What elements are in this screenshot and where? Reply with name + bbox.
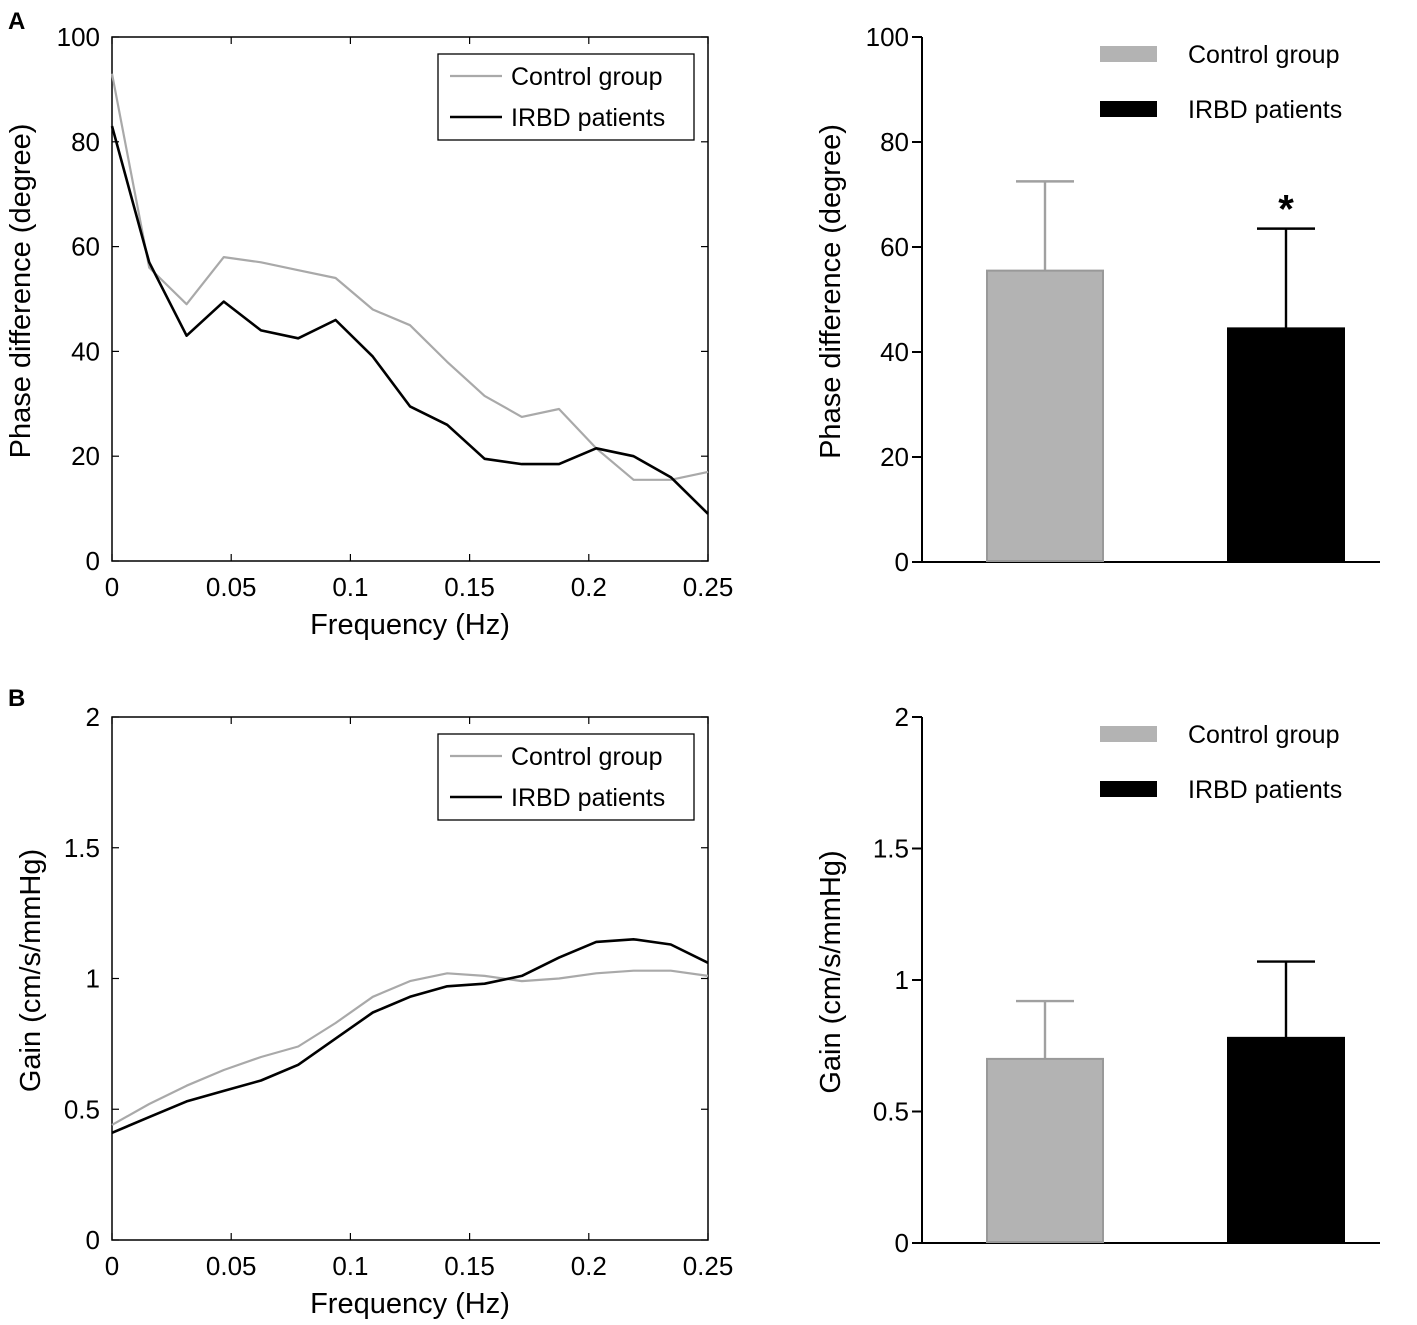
- legend-swatch: [1100, 46, 1157, 62]
- x-tick-label: 0.25: [683, 572, 734, 602]
- x-tick-label: 0.05: [206, 572, 257, 602]
- y-tick-label: 20: [880, 442, 909, 472]
- y-tick-label: 20: [71, 441, 100, 471]
- x-tick-label: 0.25: [683, 1251, 734, 1281]
- x-tick-label: 0.1: [332, 1251, 368, 1281]
- x-tick-label: 0: [105, 1251, 119, 1281]
- phase-bar-chart: 0 20 40 60 80 100 Phase difference (degree) * Co…: [815, 22, 1380, 577]
- bar-irbd-patients: [1227, 327, 1345, 562]
- legend-swatch: [1100, 726, 1157, 742]
- panel-label-a: A: [8, 8, 25, 35]
- y-tick-label: 60: [880, 232, 909, 262]
- x-tick-label: 0.2: [571, 572, 607, 602]
- legend-label: Control group: [1188, 721, 1339, 749]
- y-tick-label: 40: [880, 337, 909, 367]
- y-axis-label: Gain (cm/s/mmHg): [15, 849, 47, 1092]
- gain-line-chart: 0 0.05 0.1 0.15 0.2 0.25 0 0.5 1 1.5 2 Frequency (H…: [15, 702, 733, 1320]
- y-tick-label: 80: [880, 127, 909, 157]
- x-tick-label: 0.15: [444, 1251, 495, 1281]
- bar-control-group: [986, 269, 1104, 562]
- y-tick-label: 60: [71, 232, 100, 262]
- x-axis-label: Frequency (Hz): [310, 609, 510, 641]
- legend-swatch: [1100, 781, 1157, 797]
- y-tick-label: 40: [71, 336, 100, 366]
- series-line-irbd-patients: [110, 125, 709, 515]
- bar-irbd-patients: [1227, 1036, 1345, 1243]
- x-tick-label: 0.05: [206, 1251, 257, 1281]
- legend-label: IRBD patients: [1188, 776, 1342, 804]
- bar-control-group: [986, 1057, 1104, 1244]
- y-axis-label: Phase difference (degree): [815, 124, 847, 459]
- y-tick-label: 0: [895, 547, 909, 577]
- legend-label: Control group: [511, 63, 662, 91]
- y-tick-label: 0: [895, 1228, 909, 1258]
- y-tick-label: 0: [86, 546, 100, 576]
- series-line-control-group: [110, 73, 709, 481]
- legend-label: Control group: [511, 743, 662, 771]
- y-tick-label: 0.5: [873, 1097, 909, 1127]
- significance-marker: *: [1278, 188, 1294, 232]
- y-tick-label: 1.5: [64, 833, 100, 863]
- x-tick-label: 0.2: [571, 1251, 607, 1281]
- legend-label: IRBD patients: [511, 104, 665, 132]
- y-tick-label: 0: [86, 1225, 100, 1255]
- legend-box: [437, 733, 695, 821]
- series-line-control-group: [111, 969, 709, 1126]
- legend-swatch: [1100, 101, 1157, 117]
- y-tick-label: 100: [866, 22, 909, 52]
- plot-frame: [111, 36, 709, 562]
- y-axis-label: Phase difference (degree): [5, 124, 37, 459]
- x-tick-label: 0: [105, 572, 119, 602]
- y-tick-label: 1: [86, 964, 100, 994]
- legend-box: [437, 53, 695, 141]
- y-tick-label: 2: [86, 702, 100, 732]
- y-tick-label: 100: [57, 22, 100, 52]
- y-axis-label: Gain (cm/s/mmHg): [815, 850, 847, 1093]
- y-tick-label: 1.5: [873, 834, 909, 864]
- panel-label-b: B: [8, 685, 25, 712]
- gain-bar-chart: 0 0.5 1 1.5 2 Gain (cm/s/mmHg) Control group IR…: [815, 702, 1380, 1258]
- phase-line-chart: 0 0.05 0.1 0.15 0.2 0.25 0 20 40 60 80 100 Frequency…: [5, 22, 733, 641]
- y-tick-label: 80: [71, 127, 100, 157]
- y-tick-label: 1: [895, 965, 909, 995]
- x-axis-label: Frequency (Hz): [310, 1288, 510, 1320]
- legend-label: Control group: [1188, 41, 1339, 69]
- series-line-irbd-patients: [111, 937, 709, 1134]
- x-tick-label: 0.15: [444, 572, 495, 602]
- y-tick-label: 2: [895, 702, 909, 732]
- y-tick-label: 0.5: [64, 1094, 100, 1124]
- x-tick-label: 0.1: [332, 572, 368, 602]
- legend-label: IRBD patients: [511, 784, 665, 812]
- legend-label: IRBD patients: [1188, 96, 1342, 124]
